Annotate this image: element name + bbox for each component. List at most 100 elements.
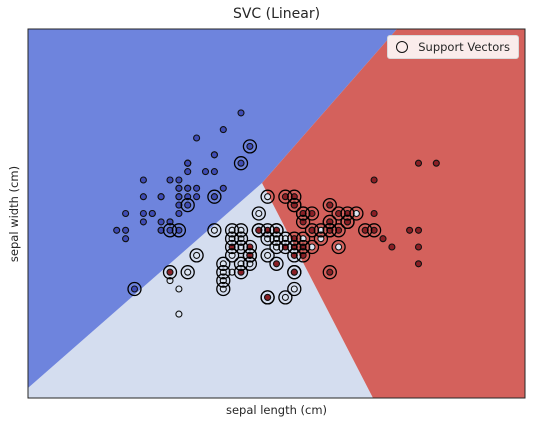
data-point-setosa (175, 184, 183, 192)
data-point-setosa (166, 176, 174, 184)
data-point-versicolor (290, 285, 298, 293)
support-vector-ring (340, 206, 355, 221)
data-point-setosa (122, 235, 130, 243)
support-vector-ring (207, 189, 222, 204)
data-point-versicolor (264, 251, 272, 259)
support-vector-ring (331, 223, 346, 238)
support-vector-ring (224, 223, 240, 238)
data-point-setosa (122, 226, 130, 234)
data-point-virginica (326, 201, 334, 209)
support-vector-ring (233, 256, 249, 271)
data-point-virginica (432, 159, 440, 167)
support-vector-ring (331, 239, 346, 255)
support-vector-ring (242, 239, 258, 255)
data-point-virginica (166, 268, 174, 276)
data-point-virginica (414, 226, 423, 234)
support-vector-ring (260, 223, 275, 238)
support-vector-ring (233, 223, 249, 238)
support-vector-ring (331, 206, 346, 221)
data-point-setosa (157, 193, 165, 201)
support-vector-ring (269, 231, 284, 246)
data-point-setosa (113, 226, 121, 234)
data-point-setosa (157, 218, 165, 226)
data-point-setosa (139, 193, 147, 201)
decision-regions (28, 29, 525, 398)
support-vector-ring (233, 265, 249, 280)
support-vector-ring (251, 223, 266, 238)
data-point-virginica (414, 260, 423, 268)
support-vector-ring (171, 223, 187, 238)
support-vector-ring (180, 197, 195, 213)
support-vector-ring (224, 239, 240, 255)
support-vector-ring (162, 265, 178, 280)
chart-title: SVC (Linear) (232, 6, 321, 22)
data-point-virginica (370, 209, 378, 218)
data-point-virginica (255, 226, 263, 234)
data-point-setosa (219, 126, 227, 134)
support-vector-ring (260, 231, 275, 246)
data-point-versicolor (255, 209, 263, 218)
data-point-setosa (237, 159, 245, 167)
data-point-setosa (148, 209, 156, 218)
data-point-versicolor (335, 243, 343, 251)
support-vector-ring (216, 273, 231, 288)
support-vector-ring (233, 156, 249, 171)
support-vector-ring (242, 139, 258, 154)
data-point-setosa (122, 209, 130, 218)
support-vector-ring (260, 189, 275, 204)
data-point-setosa (175, 201, 183, 209)
support-vector-ring (287, 231, 302, 246)
support-vector-ring (313, 223, 329, 238)
support-vector-ring (295, 248, 311, 263)
support-vector-ring (304, 223, 320, 238)
support-vector-ring (304, 206, 320, 221)
support-vector-ring (322, 214, 337, 230)
support-vector-ring (162, 223, 178, 238)
support-vector-ring (349, 206, 364, 221)
support-vector-ring (295, 214, 311, 230)
region-virginica (262, 29, 525, 398)
data-point-virginica (414, 243, 423, 251)
support-vector-ring (269, 223, 284, 238)
data-point-versicolor (281, 293, 289, 301)
y-axis-label: sepal width (cm) (7, 165, 21, 263)
data-point-versicolor (264, 193, 272, 201)
support-vector-ring (269, 239, 284, 255)
data-point-virginica (406, 226, 414, 234)
data-point-virginica (379, 235, 387, 243)
support-vector-ring (242, 256, 258, 271)
data-point-setosa (175, 209, 183, 218)
data-point-setosa (175, 176, 183, 184)
data-point-setosa (184, 159, 192, 167)
support-vector-ring (180, 265, 195, 280)
data-point-virginica (290, 268, 298, 276)
legend-label: Support Vectors (418, 40, 510, 54)
axes-frame (27, 28, 526, 399)
support-vector-ring (233, 239, 249, 255)
support-vector-ring (260, 248, 275, 263)
data-point-virginica (414, 159, 423, 167)
support-vector-ring (224, 248, 240, 263)
data-point-setosa (219, 184, 227, 192)
data-point-setosa (193, 193, 201, 201)
data-point-setosa (139, 176, 147, 184)
support-vector-ring (287, 265, 302, 280)
support-vector-rings (127, 139, 382, 305)
support-vector-ring (322, 223, 337, 238)
support-vector-ring (251, 206, 266, 221)
support-vector-ring (287, 189, 302, 204)
support-vector-ring (242, 248, 258, 263)
support-vector-ring (269, 256, 284, 271)
support-vector-ring (340, 214, 355, 230)
data-point-setosa (193, 134, 201, 142)
support-vector-ring (366, 223, 382, 238)
data-point-setosa (201, 168, 210, 176)
x-axis-label: sepal length (cm) (225, 403, 328, 417)
support-vector-ring (304, 239, 320, 255)
data-point-setosa (210, 168, 218, 176)
data-point-versicolor (175, 310, 183, 318)
support-vector-ring (295, 239, 311, 255)
data-point-virginica (326, 268, 334, 276)
